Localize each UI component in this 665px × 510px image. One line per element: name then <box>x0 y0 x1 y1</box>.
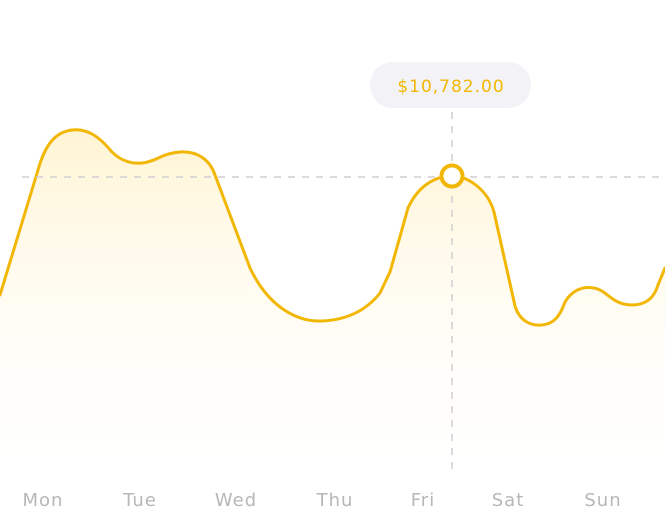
x-tick-sat: Sat <box>492 490 525 510</box>
x-tick-fri: Fri <box>411 490 435 510</box>
tooltip-background <box>370 62 531 108</box>
price-line <box>0 128 665 327</box>
selected-point-marker[interactable] <box>439 163 465 189</box>
price-tooltip: $10,782.00 <box>370 62 531 108</box>
area-fill <box>0 129 665 468</box>
tooltip-value: $10,782.00 <box>397 77 504 97</box>
x-tick-sun: Sun <box>584 490 621 510</box>
x-tick-thu: Thu <box>316 490 354 510</box>
x-tick-wed: Wed <box>215 490 257 510</box>
x-tick-mon: Mon <box>23 490 64 510</box>
x-tick-tue: Tue <box>122 490 157 510</box>
